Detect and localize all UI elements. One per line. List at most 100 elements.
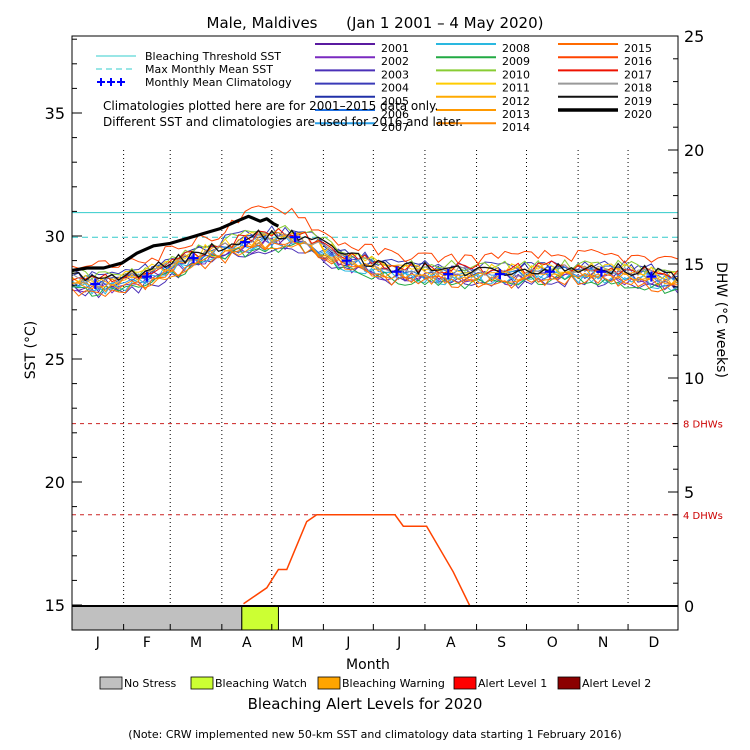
alert-legend-label: Alert Level 2 [582, 677, 651, 690]
left-axis: 15 20 25 30 35 [45, 38, 82, 615]
climatology-marker [646, 271, 657, 282]
legend-ref-label: Monthly Mean Climatology [145, 76, 292, 89]
plot-frame [71, 35, 679, 631]
y-axis-label-left: SST (°C) [23, 321, 39, 379]
dhw-4-label: 4 DHWs [683, 511, 723, 522]
alert-legend-swatch [453, 676, 477, 690]
year-line-2020 [71, 214, 280, 272]
climatology-marker [141, 271, 152, 282]
legend-year-label: 2018 [624, 82, 652, 95]
note-line-2: Different SST and climatologies are used… [103, 115, 463, 129]
alert-segment-no_stress [71, 605, 243, 631]
climatology-marker [544, 266, 555, 277]
climatology-markers [90, 232, 657, 289]
month-label: J [345, 635, 350, 651]
right-tick-label: 5 [684, 483, 694, 502]
legend-year-label: 2010 [502, 68, 530, 81]
year-line-2017 [71, 227, 679, 283]
dhw-line [243, 514, 471, 607]
footnote: (Note: CRW implemented new 50-km SST and… [128, 728, 621, 741]
dhw-polyline [243, 514, 471, 607]
alert-legend-swatch [99, 676, 123, 690]
right-tick-label: 0 [684, 597, 694, 616]
left-tick-label: 20 [45, 473, 65, 492]
month-label: M [190, 635, 202, 651]
year-line-2016 [71, 205, 679, 269]
alert-legend-label: Alert Level 1 [478, 677, 547, 690]
month-label: M [292, 635, 304, 651]
legend-year-label: 2009 [502, 55, 530, 68]
climatology-marker [341, 255, 352, 266]
legend-year-label: 2008 [502, 42, 530, 55]
month-label: O [547, 635, 558, 651]
legend-year-label: 2015 [624, 42, 652, 55]
legend-ref-label: Max Monthly Mean SST [145, 63, 273, 76]
climatology-marker [240, 237, 251, 248]
month-label: J [95, 635, 100, 651]
month-label: S [497, 635, 506, 651]
climatology-marker [188, 253, 199, 264]
alert-legend-swatch [317, 676, 341, 690]
right-tick-label: 20 [684, 141, 704, 160]
legend-year-label: 2016 [624, 55, 652, 68]
alert-legend-label: Bleaching Warning [342, 677, 445, 690]
legend-year-label: 2003 [381, 68, 409, 81]
x-axis-label: Month [346, 657, 390, 673]
year-line-2019 [71, 229, 679, 282]
legend-year-label: 2014 [502, 121, 530, 134]
month-label: D [648, 635, 659, 651]
left-tick-label: 30 [45, 227, 65, 246]
legend-year-label: 2001 [381, 42, 409, 55]
alert-legend-label: No Stress [124, 677, 177, 690]
climatology-marker [391, 266, 402, 277]
year-line-2010 [71, 224, 679, 280]
left-tick-label: 35 [45, 104, 65, 123]
note-line-1: Climatologies plotted here are for 2001–… [103, 99, 438, 113]
legend-year-label: 2020 [624, 108, 652, 121]
climatology-marker [494, 269, 505, 280]
month-label: A [242, 635, 252, 651]
legend-year-label: 2012 [502, 95, 530, 108]
year-line-2015 [71, 240, 679, 298]
month-label: F [143, 635, 151, 651]
right-tick-label: 25 [684, 27, 704, 46]
climatology-marker [443, 269, 454, 280]
year-line-2014 [71, 241, 679, 293]
legend-year-label: 2013 [502, 108, 530, 121]
climatology-marker [596, 266, 607, 277]
alert-legend: No Stress Bleaching Watch Bleaching Warnin… [99, 676, 651, 690]
right-axis: 0 5 10 15 20 25 [668, 27, 704, 616]
legend-year-label: 2006 [381, 108, 409, 121]
legend-year-label: 2019 [624, 95, 652, 108]
reference-lines: 8 DHWs 4 DHWs [72, 212, 723, 522]
legend-ref-label: Bleaching Threshold SST [145, 50, 281, 63]
month-gridlines [123, 150, 629, 606]
climatology-marker [290, 232, 301, 243]
alert-legend-swatch [557, 676, 581, 690]
alert-title: Bleaching Alert Levels for 2020 [248, 695, 483, 713]
alert-bar [71, 605, 678, 631]
year-sst-lines [71, 205, 679, 299]
month-label: N [598, 635, 608, 651]
right-tick-label: 10 [684, 369, 704, 388]
legend-year-label: 2004 [381, 82, 409, 95]
alert-legend-label: Bleaching Watch [215, 677, 307, 690]
right-tick-label: 15 [684, 255, 704, 274]
legend-year-label: 2017 [624, 68, 652, 81]
legend-year-label: 2005 [381, 95, 409, 108]
legend-year-label: 2011 [502, 82, 530, 95]
dhw-8-label: 8 DHWs [683, 420, 723, 431]
y-axis-label-right: DHW (°C weeks) [713, 262, 729, 378]
alert-legend-swatch [190, 676, 214, 690]
month-label: A [446, 635, 456, 651]
month-label: J [396, 635, 401, 651]
legend-year-label: 2007 [381, 121, 409, 134]
climatology-marker [90, 278, 101, 289]
left-tick-label: 25 [45, 350, 65, 369]
left-tick-label: 15 [45, 596, 65, 615]
alert-segment-bleaching_watch [241, 605, 279, 631]
